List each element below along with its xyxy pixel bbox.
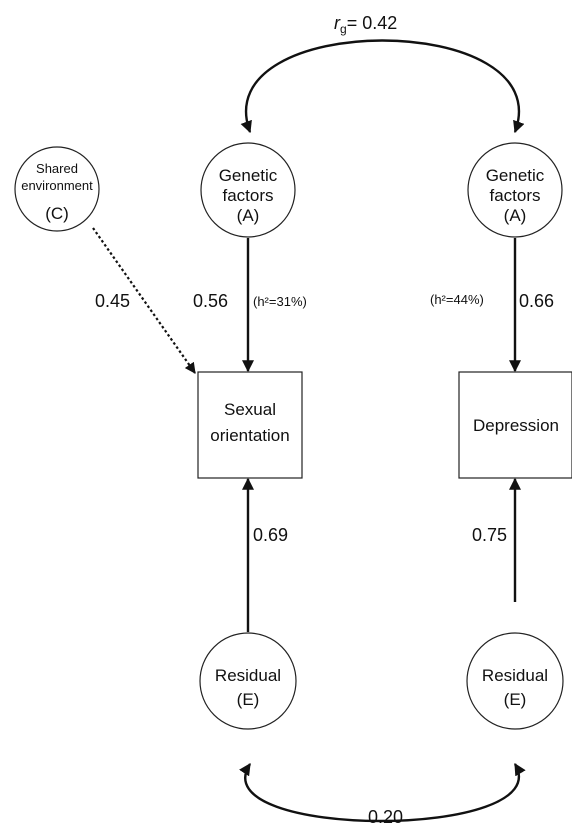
residual-corr-coef: 0.20 — [368, 807, 403, 827]
residual-correlation-arc — [239, 762, 526, 823]
residual-left-line1: Residual — [215, 666, 281, 685]
shared-env-coef: 0.45 — [95, 291, 130, 311]
shared-environment-node — [14, 146, 100, 232]
genetic-factors-left-node — [200, 142, 296, 238]
sexual-orientation-box — [197, 371, 303, 479]
h2-right: (h²=44%) — [430, 292, 484, 307]
genetic-right-line1: Genetic — [486, 166, 545, 185]
shared-env-line2: environment — [21, 178, 93, 193]
genetic-factors-right-node — [467, 142, 563, 238]
rg-label: rg= 0.42 — [334, 13, 397, 36]
residual-right-node — [466, 632, 564, 730]
residual-so-coef: 0.69 — [253, 525, 288, 545]
depression-box — [458, 371, 572, 479]
residual-dep-coef: 0.75 — [472, 525, 507, 545]
residual-right-line1: Residual — [482, 666, 548, 685]
depression-label: Depression — [473, 416, 559, 435]
residual-right-line2: (E) — [504, 690, 527, 709]
shared-env-line1: Shared — [36, 161, 78, 176]
residual-left-node — [199, 632, 297, 730]
genetic-left-line1: Genetic — [219, 166, 278, 185]
residual-left-line2: (E) — [237, 690, 260, 709]
sexual-orientation-line2: orientation — [210, 426, 289, 445]
genetic-right-line3: (A) — [504, 206, 527, 225]
shared-env-line3: (C) — [45, 204, 69, 223]
genetic-left-line3: (A) — [237, 206, 260, 225]
h2-left: (h²=31%) — [253, 294, 307, 309]
genetic-dep-coef: 0.66 — [519, 291, 554, 311]
sexual-orientation-line1: Sexual — [224, 400, 276, 419]
genetic-so-coef: 0.56 — [193, 291, 228, 311]
genetic-left-line2: factors — [222, 186, 273, 205]
genetic-correlation-arc — [240, 39, 525, 134]
genetic-right-line2: factors — [489, 186, 540, 205]
